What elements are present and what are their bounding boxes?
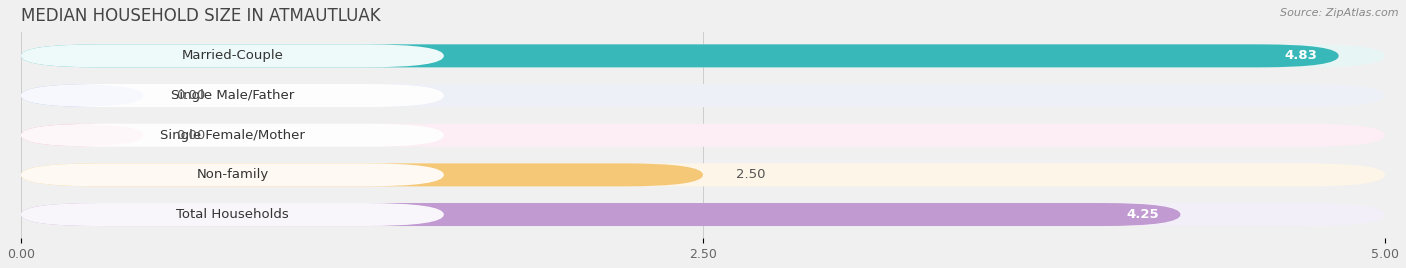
FancyBboxPatch shape (21, 163, 444, 186)
FancyBboxPatch shape (21, 44, 444, 67)
Text: Single Female/Mother: Single Female/Mother (160, 129, 305, 142)
FancyBboxPatch shape (21, 124, 444, 147)
Text: MEDIAN HOUSEHOLD SIZE IN ATMAUTLUAK: MEDIAN HOUSEHOLD SIZE IN ATMAUTLUAK (21, 7, 381, 25)
FancyBboxPatch shape (21, 44, 1339, 67)
Text: Non-family: Non-family (197, 168, 269, 181)
Text: Total Households: Total Households (176, 208, 288, 221)
FancyBboxPatch shape (21, 124, 1385, 147)
Text: Married-Couple: Married-Couple (181, 49, 284, 62)
FancyBboxPatch shape (21, 84, 143, 107)
FancyBboxPatch shape (21, 124, 143, 147)
FancyBboxPatch shape (21, 203, 1181, 226)
FancyBboxPatch shape (21, 163, 703, 186)
Text: 2.50: 2.50 (735, 168, 765, 181)
FancyBboxPatch shape (21, 44, 1385, 67)
Text: 0.00: 0.00 (177, 129, 205, 142)
Text: 4.25: 4.25 (1126, 208, 1159, 221)
FancyBboxPatch shape (21, 163, 1385, 186)
FancyBboxPatch shape (21, 84, 444, 107)
Text: Source: ZipAtlas.com: Source: ZipAtlas.com (1281, 8, 1399, 18)
FancyBboxPatch shape (21, 203, 1385, 226)
Text: Single Male/Father: Single Male/Father (170, 89, 294, 102)
FancyBboxPatch shape (21, 203, 444, 226)
Text: 0.00: 0.00 (177, 89, 205, 102)
Text: 4.83: 4.83 (1284, 49, 1317, 62)
FancyBboxPatch shape (21, 84, 1385, 107)
